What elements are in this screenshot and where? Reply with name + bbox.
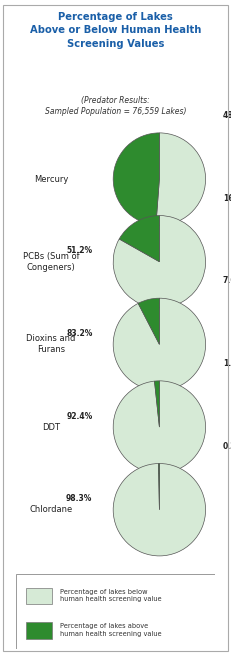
Bar xyxy=(26,623,52,639)
Wedge shape xyxy=(156,133,206,225)
Wedge shape xyxy=(113,464,206,556)
FancyBboxPatch shape xyxy=(16,574,215,649)
Text: DDT: DDT xyxy=(42,422,60,432)
Wedge shape xyxy=(119,216,159,262)
Text: 16.8%: 16.8% xyxy=(223,194,231,203)
Text: 0.3%: 0.3% xyxy=(223,441,231,451)
Text: Percentage of Lakes
Above or Below Human Health
Screening Values: Percentage of Lakes Above or Below Human… xyxy=(30,12,201,49)
Text: Dioxins and
Furans: Dioxins and Furans xyxy=(26,335,76,354)
Bar xyxy=(26,588,52,604)
Text: Percentage of lakes below
human health screening value: Percentage of lakes below human health s… xyxy=(60,588,161,602)
Text: Mercury: Mercury xyxy=(34,174,68,184)
Text: 48.8%: 48.8% xyxy=(223,111,231,120)
Text: PCBs (Sum of
Congeners): PCBs (Sum of Congeners) xyxy=(22,252,79,272)
Text: 7.6%: 7.6% xyxy=(223,276,231,285)
Text: (Predator Results:
Sampled Population = 76,559 Lakes): (Predator Results: Sampled Population = … xyxy=(45,96,186,116)
Text: 99.7%: 99.7% xyxy=(66,577,92,586)
Wedge shape xyxy=(113,381,206,473)
Text: Chlordane: Chlordane xyxy=(29,505,73,514)
Text: 51.2%: 51.2% xyxy=(66,246,92,255)
Text: 1.7%: 1.7% xyxy=(223,359,231,368)
Wedge shape xyxy=(155,381,159,427)
Wedge shape xyxy=(113,216,206,308)
Text: 92.4%: 92.4% xyxy=(66,411,92,420)
Wedge shape xyxy=(158,464,159,510)
Wedge shape xyxy=(113,298,206,390)
Wedge shape xyxy=(138,298,159,344)
Text: 83.2%: 83.2% xyxy=(66,329,92,338)
Text: Percentage of lakes above
human health screening value: Percentage of lakes above human health s… xyxy=(60,623,161,637)
Wedge shape xyxy=(113,133,159,225)
Text: 98.3%: 98.3% xyxy=(66,494,92,503)
